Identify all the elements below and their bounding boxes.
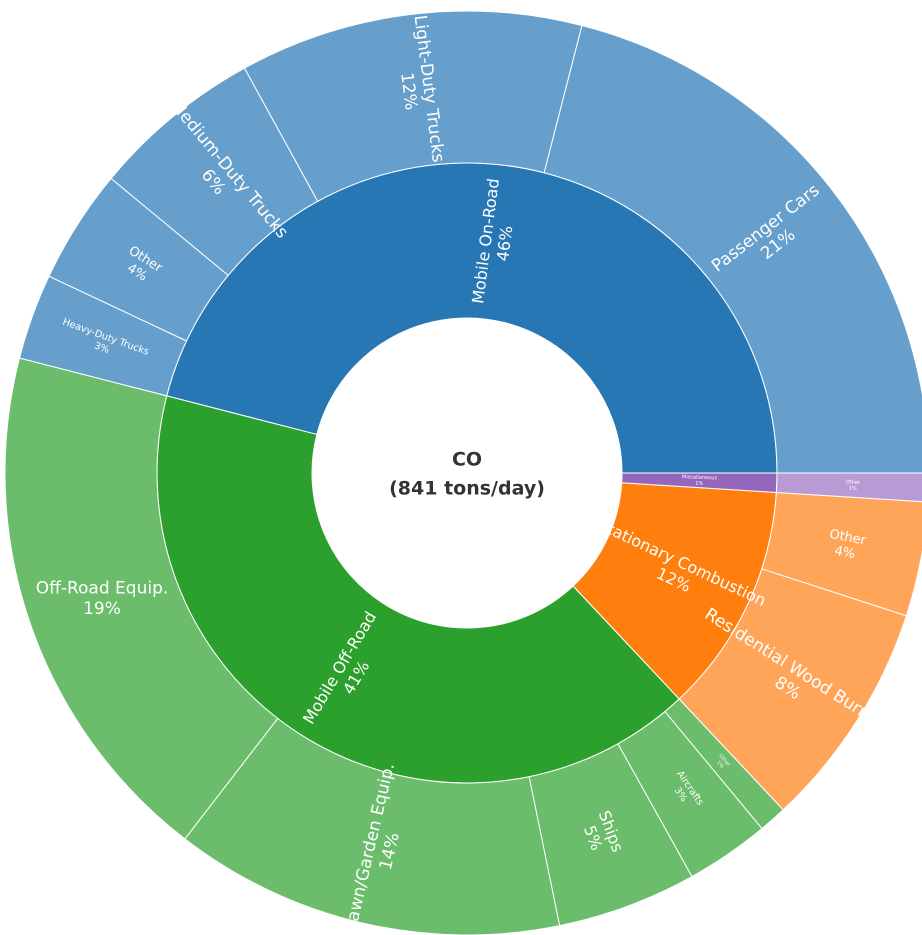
segment-value: 1% (849, 485, 857, 491)
chart-title: CO (452, 449, 482, 471)
segment-value: 1% (695, 481, 703, 487)
rings (4, 10, 922, 935)
outer-segment (4, 357, 279, 840)
segment-value: 3% (93, 340, 111, 356)
segment-value: 46% (493, 225, 516, 263)
segment-label: Off-Road Equip.19% (36, 578, 169, 618)
segment-name: Off-Road Equip. (36, 578, 169, 598)
outer-segment (775, 472, 922, 503)
segment-name: Other (828, 527, 868, 549)
segment-value: 4% (833, 544, 856, 563)
chart-subtitle: (841 tons/day) (389, 478, 545, 500)
segment-value: 19% (83, 599, 121, 619)
segment-value: 1% (715, 760, 725, 770)
segment-name: Other (846, 479, 861, 485)
segment-name: Miscellaneous (682, 474, 718, 481)
segment-value: 12% (396, 71, 421, 111)
outer-segment (543, 24, 922, 474)
